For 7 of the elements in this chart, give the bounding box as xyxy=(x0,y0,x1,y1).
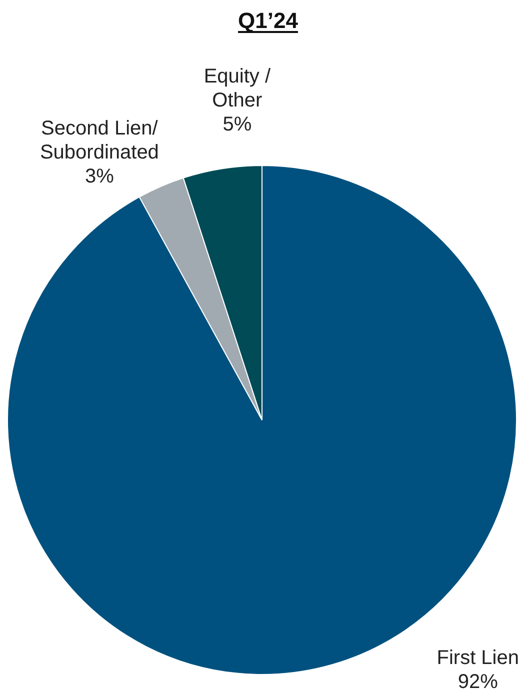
slice-label: First Lien xyxy=(436,647,519,669)
data-label: 3% xyxy=(84,165,114,188)
data-label: 5% xyxy=(222,114,252,136)
slice-label: Equity / Other xyxy=(204,66,271,112)
chart-title: Q1’24 xyxy=(238,8,299,33)
slice-label: Second Lien/ Subordinated xyxy=(40,117,159,164)
data-label: 92% xyxy=(458,671,498,693)
